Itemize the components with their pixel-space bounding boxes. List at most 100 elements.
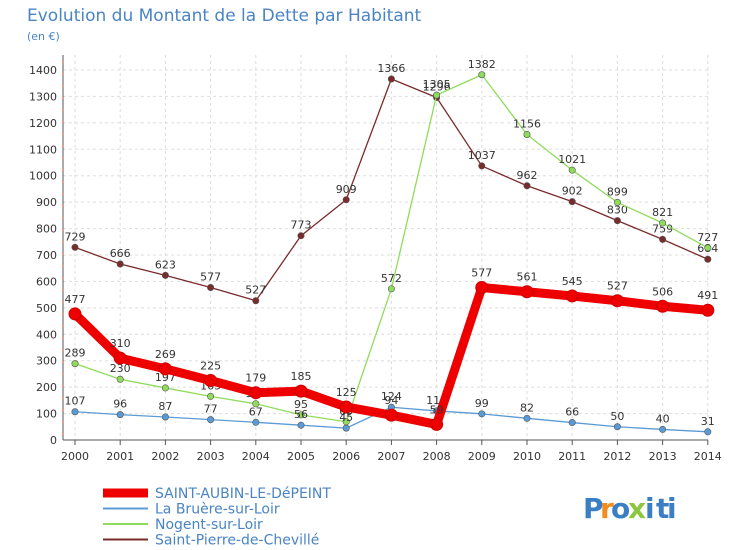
data-label: 561: [517, 271, 538, 284]
data-point: [568, 166, 576, 174]
data-label: 1305: [423, 78, 451, 91]
chart-subtitle: (en €): [27, 30, 60, 43]
data-point: [161, 413, 169, 421]
data-label: 962: [517, 169, 538, 182]
data-point: [204, 374, 218, 388]
x-tick-label: 2006: [332, 450, 360, 463]
data-point: [613, 198, 621, 206]
brand-letter: i: [667, 492, 677, 525]
data-point: [568, 419, 576, 427]
x-tick-label: 2011: [558, 450, 586, 463]
x-tick-label: 2010: [513, 450, 541, 463]
x-tick-label: 2008: [423, 450, 451, 463]
data-point: [207, 416, 215, 424]
data-label: 50: [610, 410, 624, 423]
data-label: 527: [245, 284, 266, 297]
data-point: [161, 384, 169, 392]
data-point: [68, 307, 82, 321]
data-label: 45: [339, 411, 353, 424]
data-label: 1021: [558, 153, 586, 166]
data-label: 572: [381, 272, 402, 285]
data-label: 773: [291, 219, 312, 232]
data-label: 87: [158, 400, 172, 413]
data-label: 1382: [468, 58, 496, 71]
data-point: [430, 417, 444, 431]
x-tick-label: 2007: [377, 450, 405, 463]
plot-background: [63, 55, 708, 440]
y-tick-label: 500: [36, 302, 57, 315]
data-point: [71, 408, 79, 416]
data-label: 31: [701, 415, 715, 428]
data-point: [297, 411, 305, 419]
data-label: 1037: [468, 149, 496, 162]
data-point: [161, 271, 169, 279]
data-label: 179: [245, 372, 266, 385]
data-point: [113, 351, 127, 365]
data-label: 577: [200, 271, 221, 284]
data-point: [297, 232, 305, 240]
data-point: [158, 362, 172, 376]
data-label: 289: [65, 347, 86, 360]
data-point: [568, 198, 576, 206]
data-label: 107: [65, 395, 86, 408]
y-tick-label: 400: [36, 328, 57, 341]
data-point: [384, 408, 398, 422]
data-point: [520, 285, 534, 299]
legend-label: Nogent-sur-Loir: [155, 517, 263, 533]
data-label: 666: [110, 247, 131, 260]
data-label: 830: [607, 204, 628, 217]
data-point: [523, 414, 531, 422]
data-point: [613, 217, 621, 225]
data-point: [207, 392, 215, 400]
brand-letter: x: [628, 492, 646, 525]
data-label: 56: [294, 408, 308, 421]
x-tick-label: 2012: [603, 450, 631, 463]
data-point: [701, 303, 715, 317]
x-tick-label: 2005: [287, 450, 315, 463]
data-label: 67: [249, 405, 263, 418]
data-point: [613, 423, 621, 431]
data-point: [342, 424, 350, 432]
data-point: [659, 235, 667, 243]
data-point: [342, 196, 350, 204]
data-point: [116, 411, 124, 419]
data-label: 491: [697, 289, 718, 302]
y-tick-label: 700: [36, 249, 57, 262]
data-point: [116, 375, 124, 383]
y-tick-label: 1400: [29, 64, 57, 77]
data-label: 727: [697, 231, 718, 244]
data-label: 95: [294, 398, 308, 411]
data-label: 1366: [377, 62, 405, 75]
y-tick-label: 300: [36, 355, 57, 368]
x-tick-label: 2003: [197, 450, 225, 463]
brand-letter: P: [583, 492, 604, 525]
data-label: 310: [110, 337, 131, 350]
data-point: [294, 384, 308, 398]
data-label: 729: [65, 230, 86, 243]
data-label: 902: [562, 185, 583, 198]
data-label: 82: [520, 401, 534, 414]
y-tick-label: 600: [36, 275, 57, 288]
x-tick-label: 2009: [468, 450, 496, 463]
brand-letter: o: [611, 492, 630, 525]
y-tick-label: 900: [36, 196, 57, 209]
x-tick-label: 2014: [694, 450, 722, 463]
data-label: 59: [430, 403, 444, 416]
data-point: [523, 182, 531, 190]
y-tick-label: 1300: [29, 90, 57, 103]
data-point: [71, 360, 79, 368]
data-point: [297, 421, 305, 429]
data-point: [387, 285, 395, 293]
data-point: [659, 219, 667, 227]
x-tick-label: 2001: [106, 450, 134, 463]
x-tick-label: 2002: [151, 450, 179, 463]
data-label: 99: [475, 397, 489, 410]
y-tick-label: 0: [50, 434, 57, 447]
data-label: 269: [155, 348, 176, 361]
data-point: [207, 284, 215, 292]
brand-letter: r: [600, 492, 614, 525]
data-point: [475, 281, 489, 295]
data-label: 77: [204, 403, 218, 416]
x-tick-label: 2000: [61, 450, 89, 463]
